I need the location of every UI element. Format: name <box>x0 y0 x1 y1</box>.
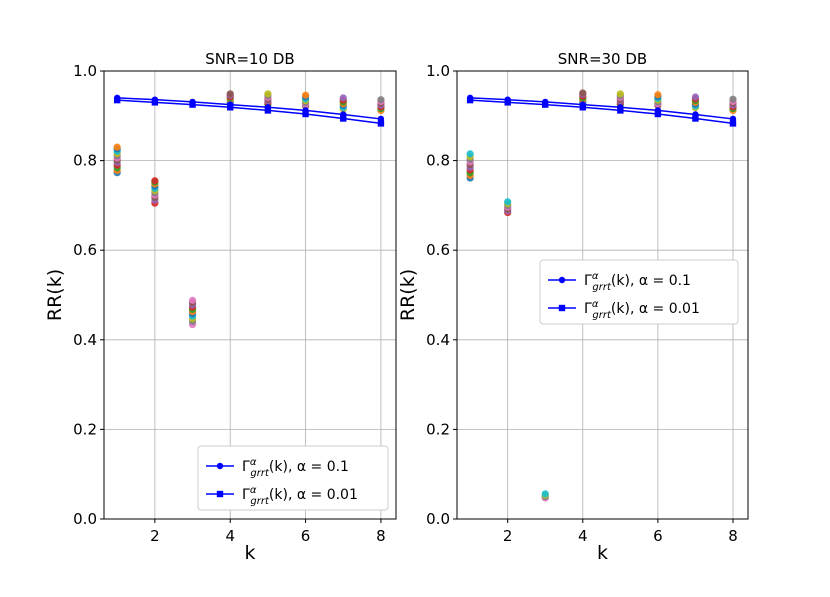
series-marker-square <box>340 115 347 122</box>
series-marker-square <box>692 115 699 122</box>
legend-label: Γα grrt(k), α = 0.01 <box>584 299 700 321</box>
x-tick-label: 4 <box>225 527 235 545</box>
series-line-square <box>470 99 734 125</box>
scatter-point <box>264 90 272 98</box>
legend-box <box>197 445 389 511</box>
y-tick-label: 0.0 <box>73 510 97 528</box>
y-tick-label: 0.8 <box>73 152 97 170</box>
scatter-point <box>579 89 587 97</box>
legend-subscript: grrt <box>250 468 270 479</box>
x-tick-label: 8 <box>728 527 738 545</box>
y-axis-label: RR(k) <box>397 269 419 321</box>
scatter-point <box>616 90 624 98</box>
y-tick-label: 0.8 <box>426 152 450 170</box>
legend-gamma: Γ <box>242 487 250 503</box>
scatter-point <box>504 198 512 206</box>
x-tick-label: 6 <box>653 527 663 545</box>
scatter-point <box>377 96 385 104</box>
x-tick-label: 6 <box>301 527 311 545</box>
y-tick-label: 1.0 <box>73 62 97 80</box>
legend-gamma: Γ <box>242 459 250 475</box>
series-marker-square <box>654 110 662 118</box>
plot-frame <box>456 70 749 520</box>
legend: Γα grrt(k), α = 0.1Γα grrt(k), α = 0.01 <box>539 259 739 325</box>
x-axis-label: k <box>597 542 608 564</box>
legend-gamma: Γ <box>584 273 592 289</box>
chart-title: SNR=30 DB <box>558 50 647 68</box>
legend-box <box>539 259 739 325</box>
scatter-point <box>339 94 347 102</box>
chart-title: SNR=10 DB <box>205 50 294 68</box>
scatter-point <box>541 490 549 498</box>
y-axis-label: RR(k) <box>44 269 66 321</box>
legend-label: Γα grrt(k), α = 0.1 <box>584 271 691 293</box>
x-tick-label: 4 <box>578 527 588 545</box>
y-tick-label: 0.4 <box>426 331 450 349</box>
series-line-circle <box>470 97 734 120</box>
series-line-square <box>117 99 382 125</box>
legend-subscript: grrt <box>592 282 612 293</box>
scatter-point <box>226 90 234 98</box>
legend-label: Γα grrt(k), α = 0.1 <box>242 457 349 479</box>
series-marker-square <box>189 101 196 108</box>
scatter-point <box>188 296 197 304</box>
scatter-point <box>691 93 700 101</box>
scatter-point <box>301 91 310 99</box>
y-tick-label: 0.4 <box>73 331 97 349</box>
x-tick-label: 2 <box>503 527 513 545</box>
series-marker-square <box>579 104 586 111</box>
series-marker-square <box>264 107 272 114</box>
legend-marker-circle <box>558 276 566 284</box>
legend-suffix: (k), α = 0.01 <box>611 301 700 317</box>
scatter-point <box>113 143 121 151</box>
legend-superscript: α <box>250 485 257 496</box>
scatter-point <box>151 177 159 185</box>
legend-marker-circle <box>216 462 224 470</box>
legend-marker-square <box>216 490 224 498</box>
legend-superscript: α <box>592 299 599 310</box>
series-marker-square <box>302 110 309 118</box>
x-axis-label: k <box>244 542 255 564</box>
y-tick-label: 0.0 <box>426 510 450 528</box>
series-marker-square <box>377 120 385 127</box>
series-line-circle <box>117 97 382 120</box>
legend-subscript: grrt <box>250 496 270 507</box>
y-tick-label: 0.2 <box>426 420 450 438</box>
legend-suffix: (k), α = 0.1 <box>269 459 349 475</box>
legend-gamma: Γ <box>584 301 592 317</box>
legend-superscript: α <box>592 271 599 282</box>
legend-suffix: (k), α = 0.01 <box>269 487 358 503</box>
legend-superscript: α <box>250 457 257 468</box>
scatter-point <box>466 150 474 158</box>
legend-suffix: (k), α = 0.1 <box>611 273 691 289</box>
y-tick-label: 0.2 <box>73 420 97 438</box>
legend: Γα grrt(k), α = 0.1Γα grrt(k), α = 0.01 <box>197 445 389 511</box>
legend-subscript: grrt <box>592 310 612 321</box>
legend-label: Γα grrt(k), α = 0.01 <box>242 485 358 507</box>
x-tick-label: 2 <box>150 527 160 545</box>
y-tick-label: 0.6 <box>73 241 97 259</box>
x-tick-label: 8 <box>376 527 386 545</box>
series-marker-square <box>466 96 474 104</box>
series-marker-square <box>151 99 159 106</box>
legend-marker-square <box>558 304 566 312</box>
scatter-point <box>654 91 662 99</box>
series-marker-square <box>113 96 121 104</box>
y-tick-label: 0.6 <box>426 241 450 259</box>
series-marker-square <box>542 101 549 108</box>
scatter-point <box>729 95 737 103</box>
series-marker-square <box>617 107 624 114</box>
series-marker-square <box>227 104 234 111</box>
series-marker-square <box>504 99 511 106</box>
plot-frame <box>103 70 397 520</box>
series-marker-square <box>729 120 737 127</box>
y-tick-label: 1.0 <box>426 62 450 80</box>
